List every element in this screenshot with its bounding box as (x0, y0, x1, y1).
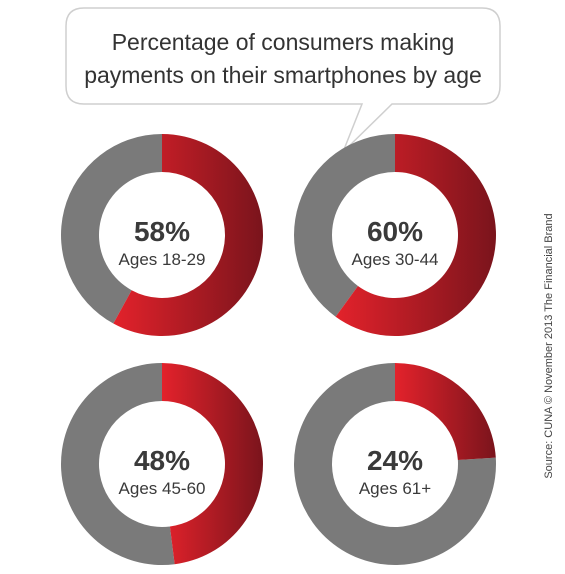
donut-value-segment (335, 134, 497, 336)
donut-value-label: 58% (134, 216, 190, 247)
donut-value-label: 48% (134, 445, 190, 476)
donut-category-label: Ages 18-29 (119, 250, 206, 269)
donut-rest-segment (294, 134, 395, 317)
donut-rest-segment (294, 363, 496, 565)
title-bubble: Percentage of consumers making payments … (65, 7, 501, 153)
donut-category-label: Ages 30-44 (352, 250, 439, 269)
chart-title-line-1: Percentage of consumers making (112, 29, 455, 55)
donut-value-label: 60% (367, 216, 423, 247)
donut-value-segment (395, 363, 496, 461)
donut-category-label: Ages 45-60 (119, 479, 206, 498)
chart-title-line-2: payments on their smartphones by age (84, 62, 482, 88)
title-bubble-shape (65, 7, 501, 153)
donut-value-segment (162, 363, 264, 565)
donut-rest-segment (61, 363, 175, 565)
donut-value-label: 24% (367, 445, 423, 476)
donut-category-label: Ages 61+ (359, 479, 431, 498)
donut-ages-45-60: 48% Ages 45-60 (61, 363, 264, 565)
source-note: Source: CUNA © November 2013 The Financi… (543, 213, 555, 478)
donut-ages-30-44: 60% Ages 30-44 (294, 134, 497, 336)
donut-ages-61-plus: 24% Ages 61+ (294, 363, 496, 565)
donut-rest-segment (61, 134, 162, 324)
donut-value-segment (113, 134, 263, 336)
donut-ages-18-29: 58% Ages 18-29 (61, 134, 263, 336)
